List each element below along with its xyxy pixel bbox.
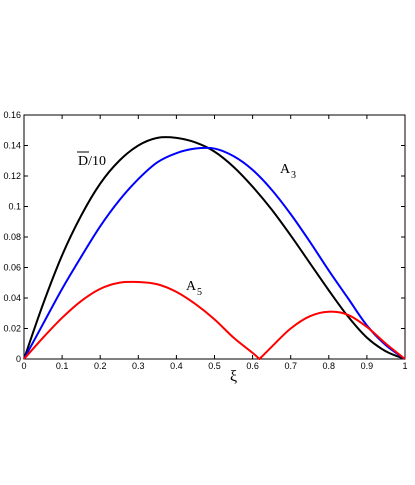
series-label-a3-sub: 3 — [291, 170, 296, 181]
series-label-d-rest: /10 — [88, 154, 106, 169]
series-label-d-over-10: D/10 — [77, 151, 106, 169]
x-axis-ticks: 0 0.1 0.2 0.3 0.4 0.5 0.6 0.7 0.8 0.9 1 — [21, 115, 408, 371]
x-tick-label: 1 — [402, 361, 407, 371]
series-lines — [23, 136, 406, 360]
series-label-d-main: D — [78, 154, 88, 169]
series-line-a5 — [23, 280, 406, 360]
x-tick-label: 0.6 — [246, 361, 259, 371]
x-tick-label: 0 — [21, 361, 26, 371]
y-tick-label: 0.16 — [3, 110, 21, 120]
svg-text:D/10: D/10 — [78, 154, 106, 169]
y-tick-label: 0.1 — [8, 202, 21, 212]
x-tick-label: 0.8 — [323, 361, 336, 371]
series-label-a5-main: A — [186, 279, 197, 294]
y-tick-label: 0.04 — [3, 293, 21, 303]
series-label-a5: A 5 — [186, 279, 202, 298]
y-tick-label: 0.02 — [3, 324, 21, 334]
x-tick-label: 0.4 — [170, 361, 183, 371]
y-tick-label: 0.06 — [3, 263, 21, 273]
x-tick-label: 0.7 — [284, 361, 297, 371]
y-tick-label: 0.08 — [3, 232, 21, 242]
series-label-a5-sub: 5 — [197, 287, 202, 298]
series-label-a3-main: A — [280, 162, 291, 177]
x-axis-label: ξ — [230, 368, 237, 385]
series-label-a3: A 3 — [280, 162, 296, 181]
x-tick-label: 0.5 — [208, 361, 221, 371]
x-tick-label: 0.1 — [56, 361, 69, 371]
y-tick-label: 0.12 — [3, 171, 21, 181]
x-tick-label: 0.2 — [94, 361, 107, 371]
y-axis-ticks: 0 0.02 0.04 0.06 0.08 0.1 0.12 0.14 0.16 — [3, 110, 405, 364]
series-line-d10 — [23, 136, 406, 360]
y-tick-label: 0 — [16, 354, 21, 364]
series-line-a3 — [23, 146, 406, 360]
x-tick-label: 0.9 — [361, 361, 374, 371]
y-tick-label: 0.14 — [3, 141, 21, 151]
x-tick-label: 0.3 — [132, 361, 145, 371]
